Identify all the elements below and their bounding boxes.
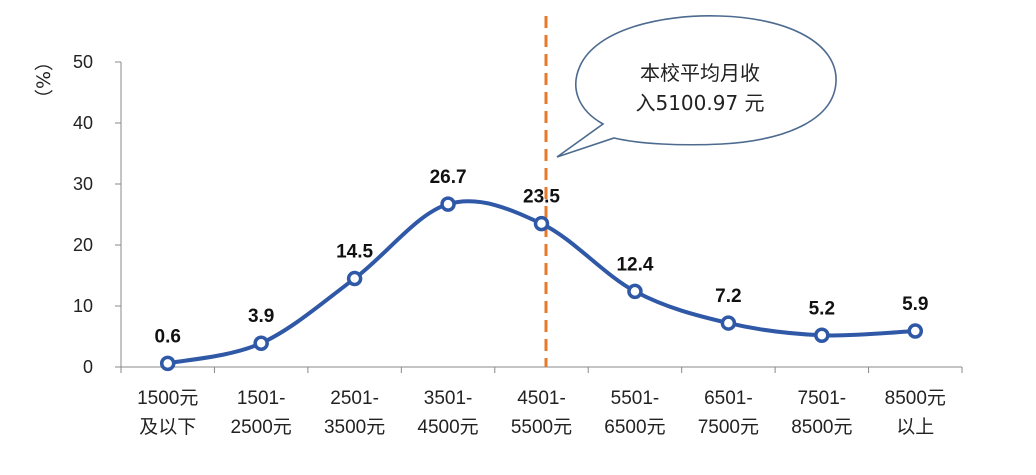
x-tick-label: 4501- [517, 388, 566, 409]
data-labels: 0.6 3.9 14.5 26.7 23.5 12.4 7.2 5.2 5.9 [155, 167, 929, 347]
y-tick-label: 20 [73, 235, 93, 255]
data-point [720, 315, 737, 331]
x-tick-label: 5500元 [511, 417, 572, 438]
data-label: 0.6 [155, 326, 181, 347]
data-label: 23.5 [523, 187, 560, 208]
callout-text-line-2: 入5100.97 元 [635, 91, 764, 115]
callout-text-line-1: 本校平均月收 [640, 61, 760, 85]
data-label: 14.5 [336, 242, 373, 263]
data-label: 7.2 [715, 286, 741, 307]
x-tick-label: 6500元 [604, 417, 665, 438]
y-tick-label: 50 [73, 52, 93, 72]
axes [120, 62, 962, 368]
data-point [907, 323, 924, 339]
y-tick-label: 30 [73, 174, 93, 194]
x-tick-label: 7500元 [698, 417, 759, 438]
x-tick-label: 2500元 [231, 417, 292, 438]
y-tick-group: 0 10 20 30 40 50 [73, 52, 121, 377]
data-point [346, 270, 363, 287]
data-point [253, 335, 269, 351]
data-markers [159, 196, 924, 372]
y-tick-label: 0 [83, 357, 93, 377]
data-label: 5.2 [809, 298, 835, 319]
x-tick-label: 8500元 [791, 417, 852, 438]
data-label: 12.4 [616, 254, 653, 275]
average-income-callout: 本校平均月收 入5100.97 元 [556, 15, 837, 158]
x-tick-label: 3501- [424, 388, 473, 409]
y-tick-label: 40 [73, 113, 93, 133]
x-tick-label: 4500元 [417, 417, 478, 438]
callout-bubble [556, 15, 837, 158]
x-tick-label: 以上 [896, 416, 934, 438]
x-tick-label: 1500元 [137, 388, 198, 409]
x-tick-label: 5501- [611, 388, 660, 409]
data-label: 26.7 [430, 167, 467, 188]
data-point [533, 215, 550, 232]
x-tick-label: 及以下 [139, 417, 196, 438]
data-label: 3.9 [248, 306, 274, 327]
data-label: 5.9 [902, 294, 928, 315]
data-point [627, 283, 643, 300]
y-tick-label: 10 [73, 296, 93, 316]
y-axis-unit: （%） [32, 52, 54, 108]
x-tick-label: 8500元 [885, 388, 946, 409]
x-tick-label: 1501- [237, 388, 286, 409]
data-point [440, 196, 456, 212]
x-tick-label: 7501- [798, 388, 847, 409]
x-tick-label: 3500元 [324, 417, 385, 438]
data-point [814, 327, 830, 344]
x-tick-label: 2501- [330, 388, 379, 409]
data-point [159, 355, 176, 372]
x-tick-label: 6501- [704, 388, 753, 409]
